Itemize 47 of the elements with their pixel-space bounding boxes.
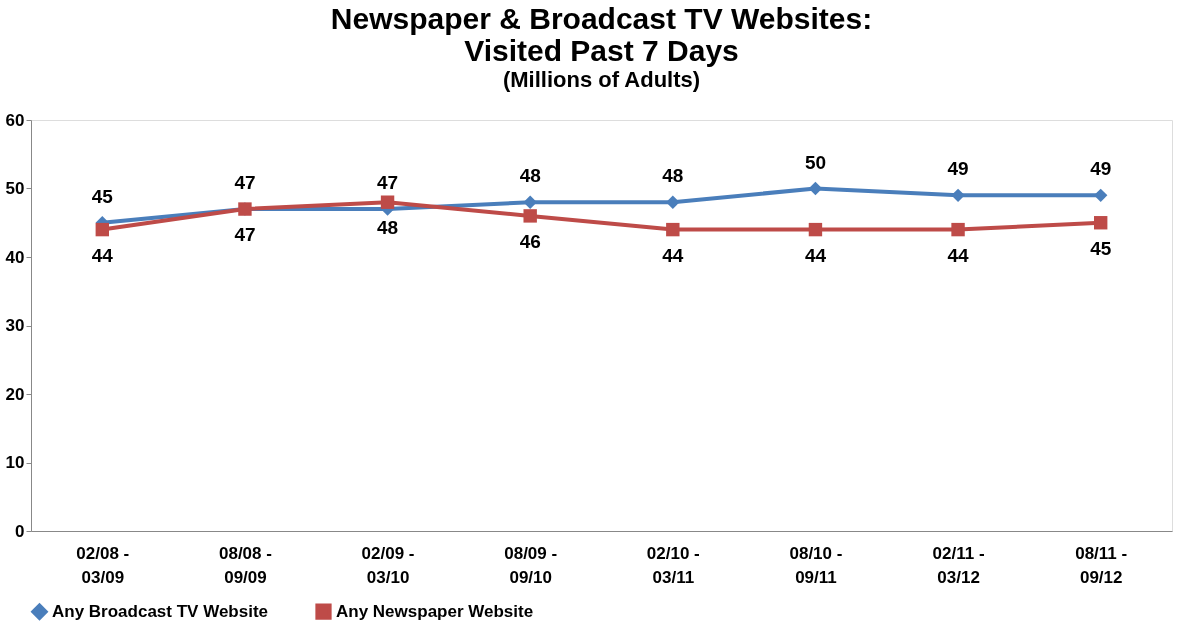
x-tick-label: 08/11 - 09/12 xyxy=(1075,543,1128,587)
data-label: 48 xyxy=(519,165,541,187)
point xyxy=(666,222,680,237)
y-tick-label: 20 xyxy=(5,384,25,404)
point xyxy=(808,181,823,196)
data-label: 47 xyxy=(234,172,256,194)
y-tick-label: 50 xyxy=(5,179,25,198)
point xyxy=(95,222,110,237)
y-tick-label: 30 xyxy=(5,316,25,335)
data-label: 44 xyxy=(804,244,827,266)
point xyxy=(380,195,395,209)
data-label: 47 xyxy=(234,224,256,246)
y-tick-label: 0 xyxy=(15,521,25,541)
x-tick-label: 08/08 - 09/09 xyxy=(218,543,272,587)
x-tick-label: 08/10 - 09/11 xyxy=(789,543,843,587)
data-label: 49 xyxy=(947,158,969,180)
x-tick-label: 02/08 - 03/09 xyxy=(76,543,130,587)
data-label: 45 xyxy=(1090,237,1112,259)
y-tick-label: 10 xyxy=(5,453,25,472)
data-label: 44 xyxy=(947,244,970,266)
data-label: 50 xyxy=(804,151,827,173)
data-label: 47 xyxy=(376,172,399,194)
legend-label: Any Broadcast TV Website xyxy=(52,601,269,621)
data-label: 48 xyxy=(662,165,684,187)
x-tick-label: 08/09 - 09/10 xyxy=(504,543,558,587)
point xyxy=(1093,188,1108,203)
data-label: 44 xyxy=(91,244,114,266)
point xyxy=(523,195,537,209)
chart-subtitle: (Millions of Adults) xyxy=(502,67,701,92)
point xyxy=(1093,216,1108,230)
chart-title: Newspaper & Broadcast TV Websites: Visited Past 7 Days xyxy=(330,2,873,67)
y-tick-label: 40 xyxy=(5,247,25,267)
point xyxy=(666,195,680,209)
data-label: 49 xyxy=(1090,158,1112,180)
point xyxy=(523,209,537,223)
data-label: 45 xyxy=(91,185,114,207)
x-tick-label: 02/10 - 03/11 xyxy=(646,543,700,587)
point xyxy=(951,188,965,203)
x-tick-label: 02/11 - 03/12 xyxy=(932,543,985,587)
data-label: 44 xyxy=(662,244,684,266)
point xyxy=(951,222,965,237)
x-tick-label: 02/09 - 03/10 xyxy=(361,543,415,587)
data-label: 46 xyxy=(519,230,541,252)
data-label: 48 xyxy=(376,217,399,239)
point xyxy=(808,222,823,237)
y-tick-label: 60 xyxy=(5,110,25,130)
legend-label: Any Newspaper Website xyxy=(336,601,534,621)
